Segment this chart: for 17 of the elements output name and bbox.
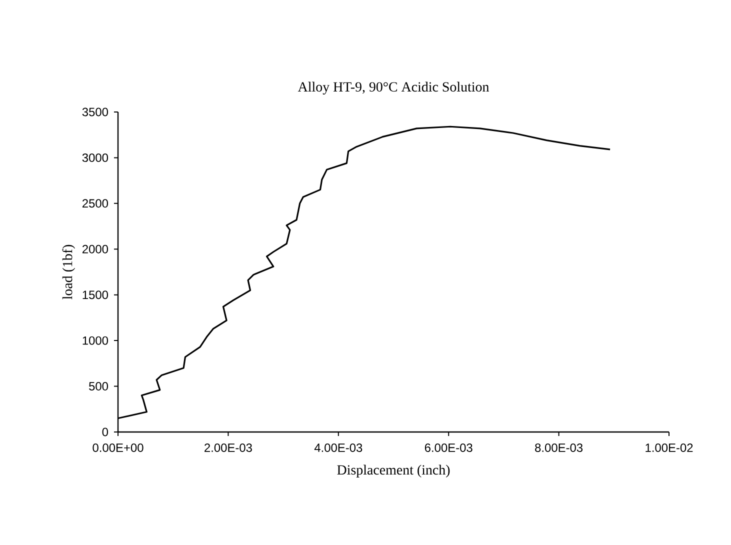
chart-title: Alloy HT-9, 90°C Acidic Solution xyxy=(298,82,490,94)
y-tick-label: 0 xyxy=(102,428,108,436)
y-tick-label: 2500 xyxy=(82,199,108,208)
x-tick-label: 6.00E-03 xyxy=(424,444,472,452)
y-tick-label: 2000 xyxy=(82,244,108,254)
y-tick-label: 1000 xyxy=(82,336,108,345)
y-tick-label: 500 xyxy=(89,382,108,390)
x-tick-label: 8.00E-03 xyxy=(535,444,583,452)
x-axis-title: Displacement (inch) xyxy=(337,464,450,478)
y-tick-label: 3500 xyxy=(82,108,108,116)
y-axis-title: load (1bf) xyxy=(62,244,76,300)
y-tick-label: 3000 xyxy=(82,153,108,162)
x-tick-label: 1.00E-02 xyxy=(646,444,693,452)
x-tick-label: 0.00E+00 xyxy=(92,444,144,452)
y-tick-label: 1500 xyxy=(82,290,108,300)
x-tick-label: 4.00E-03 xyxy=(314,444,362,452)
x-tick-label: 2.00E-03 xyxy=(204,444,252,452)
